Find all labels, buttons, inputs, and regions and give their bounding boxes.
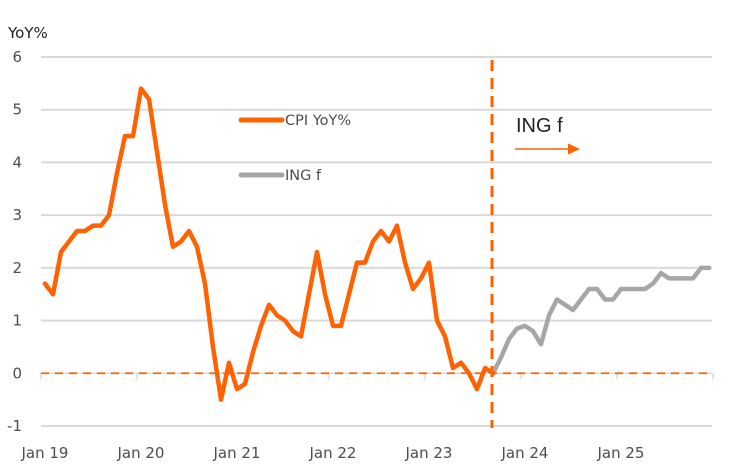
y-tick-label: 1 — [12, 312, 22, 330]
y-tick-label: 6 — [12, 48, 22, 66]
x-tick-label: Jan 19 — [21, 444, 69, 462]
y-tick-labels: 6 5 4 3 2 1 0 -1 — [7, 48, 22, 435]
y-tick-label: 4 — [12, 153, 22, 171]
forecast-arrow-icon — [568, 143, 580, 155]
x-tick-label: Jan 23 — [405, 444, 453, 462]
y-axis-title: YoY% — [7, 24, 48, 42]
x-tick-label: Jan 21 — [213, 444, 261, 462]
forecast-annotation: ING f — [515, 115, 580, 155]
x-tick-label: Jan 20 — [117, 444, 165, 462]
series-line-ing-forecast — [490, 265, 712, 376]
legend-item-ing-f: ING f — [238, 168, 322, 184]
legend-label-ing-f: ING f — [285, 168, 322, 184]
series-line-cpi-yoy — [42, 86, 496, 402]
gridlines — [41, 56, 712, 427]
legend-item-cpi: CPI YoY% — [238, 113, 351, 129]
y-tick-label: -1 — [7, 417, 22, 435]
forecast-annotation-label: ING f — [516, 115, 563, 137]
legend: CPI YoY% ING f — [238, 113, 351, 184]
x-tick-labels: Jan 19 Jan 20 Jan 21 Jan 22 Jan 23 Jan 24 Jan … — [21, 444, 645, 462]
y-tick-label: 0 — [12, 364, 22, 382]
y-tick-label: 2 — [12, 259, 22, 277]
y-tick-label: 3 — [12, 206, 22, 224]
y-tick-label: 5 — [12, 101, 22, 119]
x-tick-label: Jan 24 — [501, 444, 549, 462]
x-tick-label: Jan 25 — [597, 444, 645, 462]
legend-label-cpi: CPI YoY% — [285, 113, 351, 129]
series-lines — [42, 86, 712, 402]
x-tick-label: Jan 22 — [309, 444, 357, 462]
